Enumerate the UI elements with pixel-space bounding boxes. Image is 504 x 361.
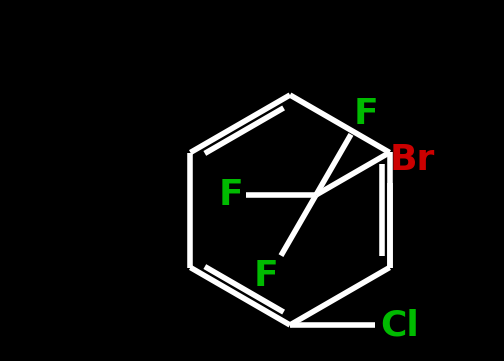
Text: F: F	[253, 258, 278, 293]
Text: F: F	[354, 97, 379, 131]
Text: F: F	[218, 178, 243, 212]
Text: Br: Br	[390, 144, 435, 178]
Text: Cl: Cl	[380, 308, 419, 342]
